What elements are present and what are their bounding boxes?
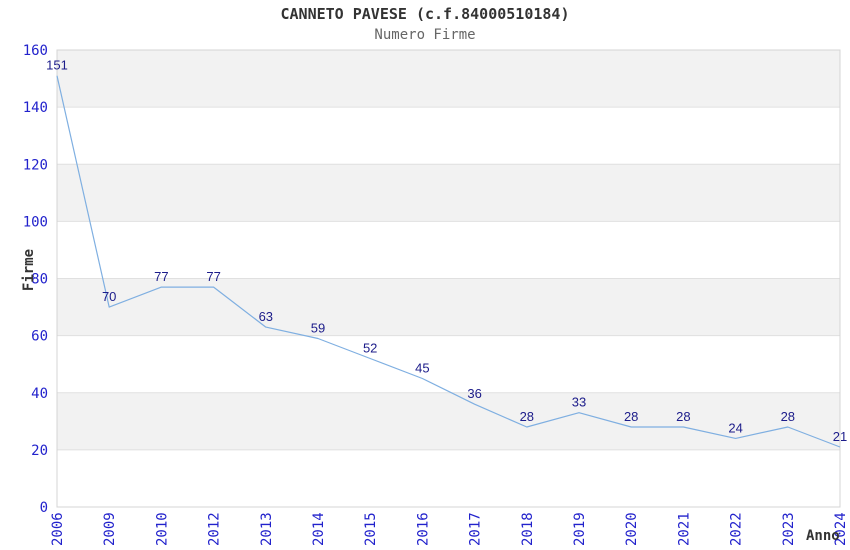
x-tick-label: 2015: [363, 512, 379, 546]
x-tick-label: 2017: [468, 512, 484, 546]
y-tick-label: 160: [23, 43, 48, 59]
x-tick-label: 2013: [259, 512, 275, 546]
data-point-label: 151: [46, 58, 68, 73]
y-tick-label: 120: [23, 157, 48, 173]
data-point-label: 21: [833, 429, 847, 444]
x-tick-label: 2019: [572, 512, 588, 546]
data-point-label: 36: [467, 386, 481, 401]
data-point-label: 63: [259, 309, 273, 324]
y-tick-label: 100: [23, 214, 48, 230]
chart-subtitle: Numero Firme: [374, 27, 476, 43]
y-tick-label: 0: [40, 500, 48, 516]
y-axis-title: Firme: [21, 248, 37, 292]
y-tick-labels: 0 20 40 60 80 100 120 140 160: [23, 43, 48, 516]
x-tick-label: 2014: [311, 512, 327, 546]
y-tick-label: 80: [31, 272, 48, 288]
x-tick-label: 2018: [520, 512, 536, 546]
plot-bands: [57, 50, 840, 450]
data-point-label: 28: [676, 409, 690, 424]
x-tick-label: 2023: [781, 512, 797, 546]
data-point-label: 52: [363, 340, 377, 355]
x-tick-label: 2009: [102, 512, 118, 546]
y-tick-label: 40: [31, 386, 48, 402]
data-point-label: 24: [728, 420, 742, 435]
data-point-labels: 151 70 77 77 63 59 52 45 36 28 33 28 28 24 28 21: [46, 58, 847, 444]
data-point-label: 28: [781, 409, 795, 424]
x-tick-label: 2021: [676, 512, 692, 546]
x-tick-label: 2016: [415, 512, 431, 546]
data-line: [56, 75, 841, 448]
y-tick-label: 140: [23, 100, 48, 116]
data-point-label: 28: [520, 409, 534, 424]
x-tick-label: 2010: [154, 512, 170, 546]
x-tick-label: 2012: [207, 512, 223, 546]
data-point-label: 45: [415, 360, 429, 375]
data-point-label: 59: [311, 320, 325, 335]
x-tick-label: 2024: [833, 512, 849, 546]
data-point-label: 70: [102, 289, 116, 304]
plot-border: [56, 49, 841, 508]
x-tick-labels: 2006 2009 2010 2012 2013 2014 2015 2016 2017 2018…: [50, 512, 849, 546]
x-tick-label: 2022: [729, 512, 745, 546]
data-point-label: 77: [206, 269, 220, 284]
x-tick-label: 2020: [624, 512, 640, 546]
y-tick-label: 20: [31, 443, 48, 459]
data-point-label: 33: [572, 395, 586, 410]
y-tick-label: 60: [31, 329, 48, 345]
x-tick-label: 2006: [50, 512, 66, 546]
data-point-label: 77: [154, 269, 168, 284]
chart-title: CANNETO PAVESE (c.f.84000510184): [280, 5, 570, 23]
data-point-label: 28: [624, 409, 638, 424]
x-axis-title: Anno: [806, 528, 840, 544]
